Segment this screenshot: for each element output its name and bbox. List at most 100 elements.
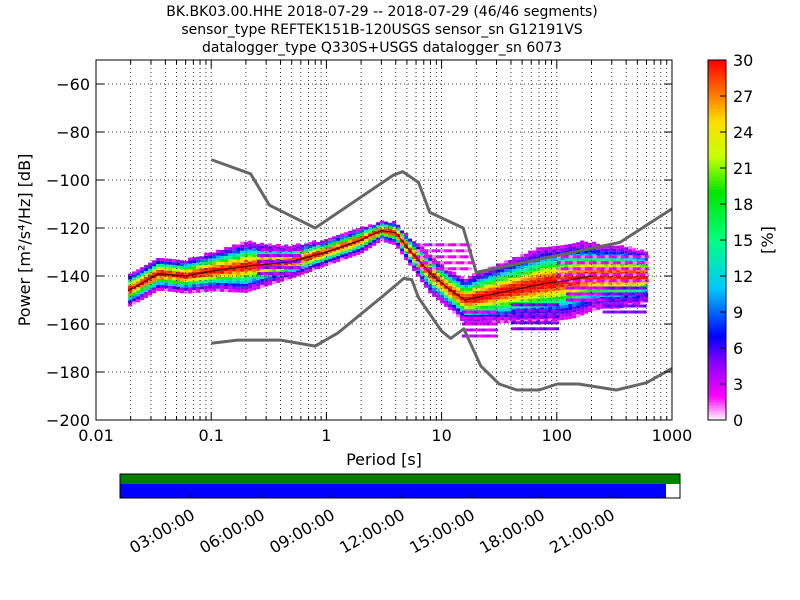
psd-cell bbox=[596, 303, 601, 307]
psd-cell bbox=[596, 261, 601, 265]
psd-cell bbox=[232, 289, 237, 293]
noise-models bbox=[210, 158, 673, 392]
psd-cell bbox=[642, 298, 647, 302]
psd-cell bbox=[136, 272, 141, 276]
psd-cell bbox=[444, 300, 449, 304]
psd-cell bbox=[432, 290, 437, 294]
psd-cell bbox=[600, 257, 605, 261]
psd-cell bbox=[496, 305, 501, 309]
psd-cell bbox=[584, 259, 589, 263]
colorbar-segment bbox=[708, 216, 726, 220]
psd-cell bbox=[356, 252, 361, 255]
psd-cell bbox=[448, 301, 453, 305]
psd-cell bbox=[428, 267, 432, 271]
psd-cell bbox=[428, 249, 432, 253]
psd-cell bbox=[464, 261, 468, 265]
psd-cell bbox=[596, 282, 601, 286]
psd-cell bbox=[464, 305, 469, 309]
psd-cell bbox=[610, 298, 615, 302]
psd-cell bbox=[184, 284, 189, 288]
psd-cell bbox=[452, 280, 457, 284]
psd-cell bbox=[492, 302, 497, 306]
psd-cell bbox=[616, 245, 621, 249]
psd-cell bbox=[489, 322, 494, 326]
psd-cell bbox=[416, 270, 421, 274]
psd-cell bbox=[228, 265, 233, 269]
psd-cell bbox=[508, 290, 513, 294]
psd-cell bbox=[164, 285, 169, 289]
grid-lines bbox=[96, 60, 672, 420]
psd-cell bbox=[555, 309, 559, 313]
psd-cell bbox=[408, 253, 413, 257]
psd-cell bbox=[232, 253, 237, 257]
psd-cell bbox=[520, 295, 525, 299]
psd-cell bbox=[436, 297, 441, 301]
psd-cell bbox=[524, 298, 529, 302]
psd-cell bbox=[616, 251, 621, 255]
timeline-tick-label: 15:00:00 bbox=[406, 505, 478, 557]
psd-cell bbox=[488, 281, 493, 285]
colorbar-segment bbox=[708, 306, 726, 310]
colorbar-segment bbox=[708, 207, 726, 211]
psd-cell bbox=[297, 272, 301, 276]
psd-cell bbox=[284, 250, 289, 254]
psd-cell bbox=[232, 250, 237, 254]
psd-cell bbox=[281, 248, 285, 252]
psd-cell bbox=[548, 318, 553, 322]
psd-cell bbox=[308, 242, 313, 245]
psd-cell bbox=[636, 277, 641, 281]
psd-cell bbox=[632, 257, 637, 261]
psd-cell bbox=[602, 310, 607, 314]
psd-cell bbox=[500, 305, 505, 309]
psd-cell bbox=[376, 231, 381, 235]
psd-cell bbox=[192, 266, 197, 270]
psd-cell bbox=[488, 302, 493, 306]
psd-cell bbox=[640, 249, 645, 253]
colorbar-segment bbox=[708, 264, 726, 268]
psd-cell bbox=[608, 267, 613, 271]
x-tick-label: 1000 bbox=[652, 426, 693, 445]
psd-cell bbox=[604, 251, 609, 255]
psd-cell bbox=[412, 250, 417, 254]
psd-cell bbox=[568, 255, 573, 259]
psd-cell bbox=[580, 255, 585, 259]
psd-cell bbox=[368, 236, 373, 240]
psd-cell bbox=[136, 287, 141, 291]
psd-cell bbox=[228, 280, 233, 284]
psd-cell bbox=[576, 267, 581, 271]
psd-cell bbox=[260, 284, 265, 288]
psd-cell bbox=[324, 242, 329, 246]
psd-cell bbox=[152, 263, 157, 267]
psd-cell bbox=[614, 286, 619, 290]
psd-cell bbox=[512, 266, 517, 269]
psd-cell bbox=[604, 290, 609, 294]
colorbar-segment bbox=[708, 249, 726, 253]
psd-cell bbox=[552, 312, 557, 316]
psd-cell bbox=[288, 246, 293, 250]
psd-cell bbox=[644, 261, 649, 265]
psd-cell bbox=[268, 282, 273, 286]
psd-cell bbox=[556, 257, 561, 261]
psd-cell bbox=[204, 264, 209, 268]
psd-cell bbox=[408, 250, 413, 254]
colorbar-tick-label: 27 bbox=[733, 87, 753, 106]
psd-cell bbox=[638, 292, 643, 296]
psd-cell bbox=[208, 261, 213, 265]
psd-cell bbox=[236, 274, 241, 278]
psd-cell bbox=[616, 279, 621, 283]
psd-cell bbox=[564, 283, 569, 287]
psd-cell bbox=[456, 243, 460, 247]
psd-cell bbox=[488, 305, 493, 309]
psd-cell bbox=[632, 255, 637, 259]
psd-cell bbox=[164, 282, 169, 286]
psd-cell bbox=[261, 266, 265, 270]
psd-cell bbox=[188, 269, 193, 273]
psd-cell bbox=[248, 252, 253, 256]
psd-cell bbox=[196, 280, 201, 284]
psd-cell bbox=[540, 280, 545, 284]
psd-cell bbox=[156, 258, 161, 261]
psd-cell bbox=[610, 292, 615, 296]
psd-cell bbox=[368, 227, 373, 231]
psd-cell bbox=[264, 268, 269, 272]
psd-cell bbox=[548, 276, 553, 280]
